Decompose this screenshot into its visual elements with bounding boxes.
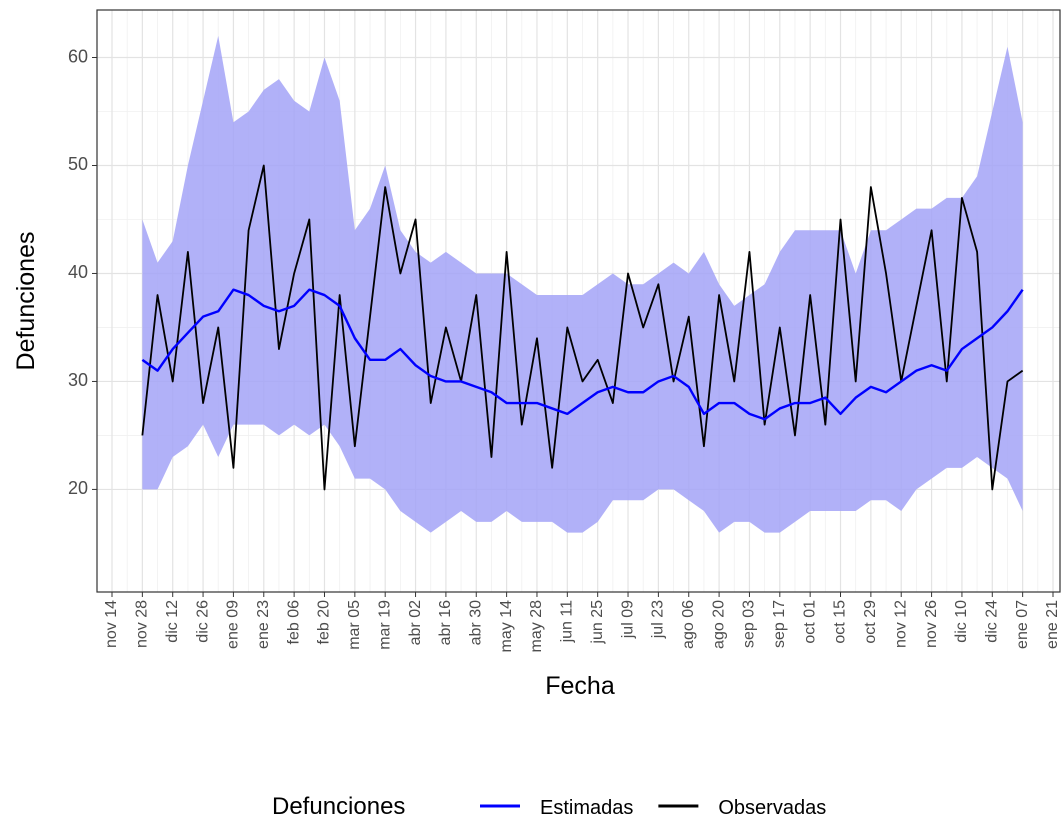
x-tick-label: jun 25 bbox=[589, 600, 606, 645]
x-tick-label: abr 30 bbox=[467, 600, 484, 645]
x-tick-label: dic 26 bbox=[194, 600, 211, 643]
x-tick-label: feb 20 bbox=[316, 600, 333, 645]
x-tick-label: sep 03 bbox=[741, 600, 758, 648]
x-tick-label: feb 06 bbox=[285, 600, 302, 645]
x-tick-label: oct 01 bbox=[801, 600, 818, 644]
y-tick-label: 30 bbox=[68, 370, 88, 390]
marks bbox=[141, 35, 1024, 533]
x-tick-label: may 14 bbox=[498, 600, 515, 653]
x-tick-label: may 28 bbox=[528, 600, 545, 653]
x-tick-label: ene 21 bbox=[1044, 600, 1061, 649]
x-tick-label: ago 20 bbox=[710, 600, 727, 649]
x-tick-label: abr 16 bbox=[437, 600, 454, 645]
x-tick-label: nov 14 bbox=[103, 600, 120, 648]
x-tick-label: nov 28 bbox=[134, 600, 151, 648]
x-tick-label: jul 23 bbox=[650, 600, 667, 639]
x-tick-label: ago 06 bbox=[680, 600, 697, 649]
axes: nov 14 nov 28 dic 12 dic 26 ene 09 ene 23 feb … bbox=[68, 46, 1061, 652]
panel-border bbox=[96, 9, 1061, 593]
x-tick-label: ene 09 bbox=[225, 600, 242, 649]
y-tick-label: 40 bbox=[68, 262, 88, 282]
x-tick-label: abr 02 bbox=[407, 600, 424, 645]
x-tick-label: sep 17 bbox=[771, 600, 788, 648]
x-tick-label: oct 29 bbox=[862, 600, 879, 644]
x-axis-title: Fecha bbox=[545, 672, 615, 700]
series-line bbox=[141, 288, 1024, 421]
x-tick-label: jun 11 bbox=[559, 600, 576, 644]
y-tick-label: 50 bbox=[68, 154, 88, 174]
y-axis-title: Defunciones bbox=[12, 232, 40, 371]
legend-label: Estimadas bbox=[540, 797, 633, 819]
x-tick-label: ene 07 bbox=[1014, 600, 1031, 649]
x-tick-label: ene 23 bbox=[255, 600, 272, 649]
x-tick-label: nov 26 bbox=[923, 600, 940, 648]
x-tick-label: nov 12 bbox=[892, 600, 909, 648]
x-tick-label: mar 05 bbox=[346, 600, 363, 650]
series-line bbox=[141, 164, 1024, 491]
confidence-band bbox=[142, 35, 1023, 533]
x-tick-label: oct 15 bbox=[832, 600, 849, 644]
x-tick-label: dic 10 bbox=[953, 600, 970, 643]
legend-label: Observadas bbox=[718, 797, 826, 819]
y-tick-label: 20 bbox=[68, 478, 88, 498]
y-tick-label: 60 bbox=[68, 46, 88, 66]
x-tick-label: jul 09 bbox=[619, 600, 636, 639]
x-tick-label: dic 24 bbox=[984, 600, 1001, 643]
legend: Defunciones Estimadas Observadas bbox=[272, 793, 826, 820]
legend-title: Defunciones bbox=[272, 793, 405, 820]
x-tick-label: mar 19 bbox=[376, 600, 393, 650]
x-tick-label: dic 12 bbox=[164, 600, 181, 643]
